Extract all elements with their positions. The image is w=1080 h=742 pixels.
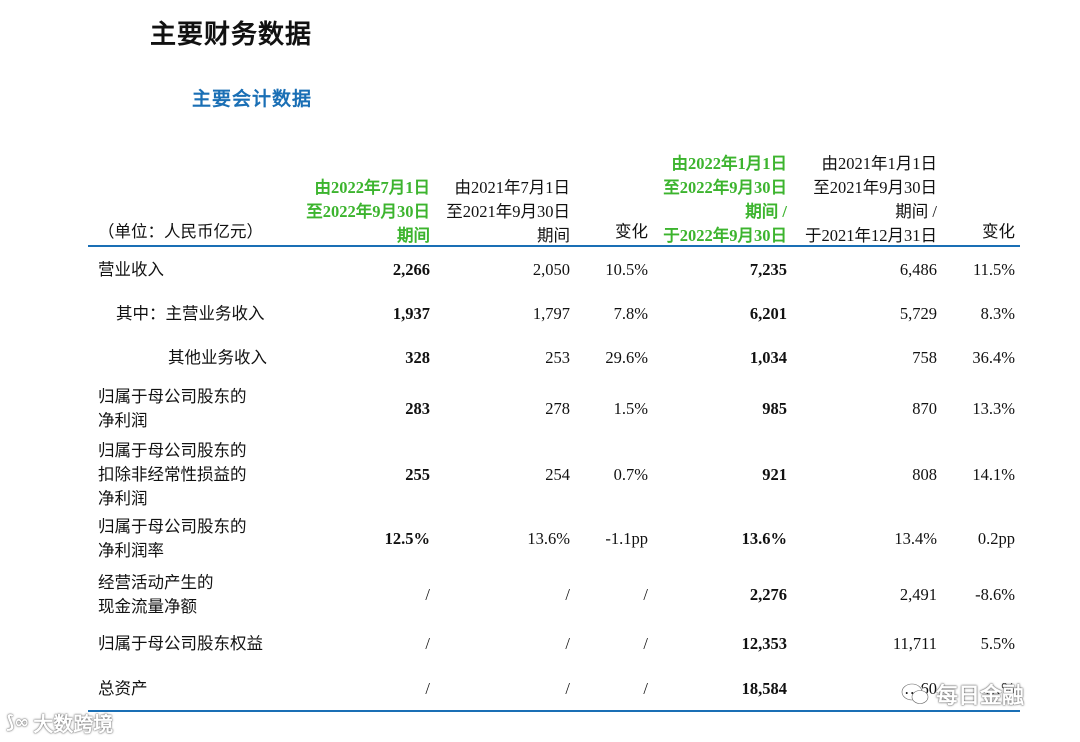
row-label: 归属于母公司股东权益 — [98, 634, 263, 653]
header-change-quarter: 变化 — [615, 222, 648, 241]
value-change-quarter: 10.5% — [605, 260, 648, 279]
value-q3-2022: / — [425, 679, 430, 698]
watermark-left: ⟆∞ 大数跨境 — [6, 712, 114, 736]
value-change-ytd: 13.3% — [972, 399, 1015, 418]
header-change-ytd: 变化 — [982, 222, 1015, 241]
value-ytd-2022: 12,353 — [741, 634, 787, 653]
row-label: 总资产 — [98, 679, 148, 698]
value-ytd-2022: 6,201 — [749, 304, 787, 323]
value-ytd-2021: 5,729 — [899, 304, 937, 323]
value-change-ytd: …% — [984, 679, 1015, 698]
page-title: 主要财务数据 — [150, 20, 313, 50]
value-q3-2021: 254 — [545, 465, 570, 484]
header-q3-2022: 由2022年7月1日 至2022年9月30日 期间 — [306, 178, 430, 245]
value-change-quarter: 29.6% — [605, 348, 648, 367]
value-q3-2021: / — [565, 679, 570, 698]
value-ytd-2021: 808 — [912, 465, 937, 484]
value-q3-2022: / — [425, 634, 430, 653]
value-change-ytd: 14.1% — [972, 465, 1015, 484]
value-q3-2021: / — [565, 585, 570, 604]
row-label: 归属于母公司股东的 扣除非经常性损益的 净利润 — [98, 441, 247, 508]
value-q3-2021: 278 — [545, 399, 570, 418]
value-ytd-2022: 1,034 — [749, 348, 787, 367]
value-ytd-2021: 758 — [912, 348, 937, 367]
value-change-quarter: / — [643, 585, 648, 604]
value-ytd-2021: 6,486 — [899, 260, 937, 279]
value-q3-2022: 328 — [405, 348, 430, 367]
table-bottom-rule — [88, 710, 1020, 712]
watermark-logo-icon: ⟆∞ — [6, 712, 30, 733]
value-ytd-2022: 921 — [762, 465, 787, 484]
row-label: 其他业务收入 — [168, 348, 267, 367]
row-label: 其中：主营业务收入 — [116, 304, 265, 323]
row-label: 归属于母公司股东的 净利润率 — [98, 517, 247, 560]
value-ytd-2021: 2,491 — [899, 585, 937, 604]
value-ytd-2021: 13.4% — [894, 529, 937, 548]
value-q3-2022: / — [425, 585, 430, 604]
value-ytd-2022: 7,235 — [749, 260, 787, 279]
value-change-quarter: -1.1pp — [605, 529, 648, 548]
value-q3-2022: 12.5% — [384, 529, 430, 548]
value-change-ytd: 8.3% — [980, 304, 1015, 323]
value-q3-2021: / — [565, 634, 570, 653]
value-change-quarter: 0.7% — [613, 465, 648, 484]
value-change-ytd: 0.2pp — [977, 529, 1015, 548]
row-label: 营业收入 — [98, 260, 164, 279]
value-q3-2021: 13.6% — [527, 529, 570, 548]
value-ytd-2021: 870 — [912, 399, 937, 418]
wechat-icon — [900, 682, 929, 704]
value-q3-2022: 1,937 — [392, 304, 430, 323]
row-label: 归属于母公司股东的 净利润 — [98, 387, 247, 430]
value-ytd-2022: 985 — [762, 399, 787, 418]
value-ytd-2022: 2,276 — [749, 585, 787, 604]
header-ytd-2021: 由2021年1月1日 至2021年9月30日 期间 / 于2021年12月31日 — [805, 154, 937, 245]
value-change-quarter: / — [643, 679, 648, 698]
value-ytd-2021: 11,711 — [892, 634, 937, 653]
value-q3-2021: 253 — [545, 348, 570, 367]
value-q3-2022: 255 — [405, 465, 430, 484]
value-ytd-2022: 13.6% — [741, 529, 787, 548]
value-change-ytd: 5.5% — [980, 634, 1015, 653]
value-q3-2021: 1,797 — [532, 304, 570, 323]
value-change-quarter: / — [643, 634, 648, 653]
header-q3-2021: 由2021年7月1日 至2021年9月30日 期间 — [446, 178, 570, 245]
value-ytd-2022: 18,584 — [741, 679, 787, 698]
row-label: 经营活动产生的 现金流量净额 — [98, 573, 214, 616]
value-change-ytd: 36.4% — [972, 348, 1015, 367]
unit-label: （单位：人民币亿元） — [98, 222, 263, 241]
table-top-rule — [88, 245, 1020, 247]
value-change-quarter: 1.5% — [613, 399, 648, 418]
value-q3-2022: 2,266 — [392, 260, 430, 279]
value-change-ytd: 11.5% — [972, 260, 1015, 279]
watermark-right: 每日金融 — [900, 678, 1024, 710]
value-q3-2022: 283 — [405, 399, 430, 418]
section-title: 主要会计数据 — [192, 88, 313, 110]
header-ytd-2022: 由2022年1月1日 至2022年9月30日 期间 / 于2022年9月30日 — [663, 154, 787, 245]
value-change-ytd: -8.6% — [975, 585, 1015, 604]
value-q3-2021: 2,050 — [532, 260, 570, 279]
value-change-quarter: 7.8% — [613, 304, 648, 323]
